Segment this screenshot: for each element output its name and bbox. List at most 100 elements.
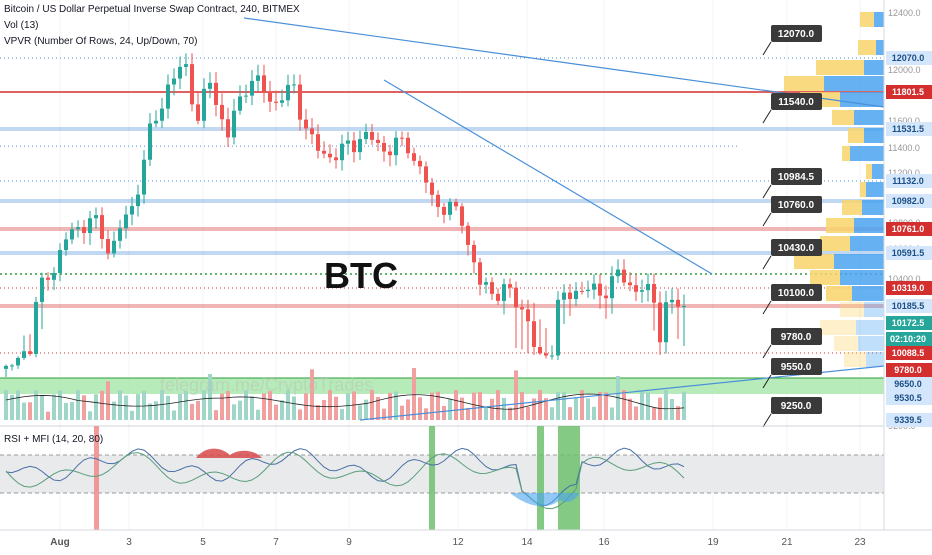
price-tick-label[interactable]: 11400.0 <box>888 143 920 153</box>
candle-body <box>436 194 440 207</box>
candle-body <box>76 227 80 230</box>
price-label[interactable]: 12070.0 <box>892 53 925 63</box>
callout-box[interactable] <box>771 93 822 110</box>
callout-box[interactable] <box>771 397 822 414</box>
descending-trendline[interactable] <box>243 17 885 108</box>
time-tick-label[interactable]: 12 <box>452 537 464 548</box>
time-tick-label[interactable]: 14 <box>521 537 533 548</box>
callout-pointer <box>762 109 772 124</box>
price-label[interactable]: 10591.5 <box>892 248 925 258</box>
callout-box[interactable] <box>771 358 822 375</box>
price-label[interactable]: 10185.5 <box>892 301 925 311</box>
price-tick-label[interactable]: 10400.0 <box>888 274 921 284</box>
price-label-bg <box>886 316 932 330</box>
time-tick-label[interactable]: 19 <box>707 537 719 548</box>
time-tick-label[interactable]: 7 <box>273 537 279 548</box>
candle-body <box>94 215 98 219</box>
price-label[interactable]: 10088.5 <box>892 348 925 358</box>
price-label[interactable]: 11801.5 <box>892 87 924 97</box>
candle-body <box>346 140 350 144</box>
price-label[interactable]: 9339.5 <box>894 415 922 425</box>
volume-bar <box>652 407 656 420</box>
price-tick-label[interactable]: 12400.0 <box>888 8 921 18</box>
callout-label[interactable]: 9780.0 <box>781 332 812 343</box>
time-axis[interactable]: Aug 3 5 7 9 12 14 16 19 21 23 <box>0 529 932 548</box>
volume-bar <box>112 401 116 420</box>
callout-box[interactable] <box>771 168 822 185</box>
price-label[interactable]: 9650.0 <box>894 379 922 389</box>
time-tick-label[interactable]: 5 <box>200 537 206 548</box>
candle-body <box>400 137 404 139</box>
price-label[interactable]: 10982.0 <box>892 196 925 206</box>
callout-box[interactable] <box>771 328 822 345</box>
rsi-mfi-legend[interactable]: RSI + MFI (14, 20, 80) <box>4 434 104 445</box>
callout-label[interactable]: 9550.0 <box>781 362 812 373</box>
price-label[interactable]: 11132.0 <box>892 176 924 186</box>
price-label[interactable]: 11531.5 <box>892 124 924 134</box>
price-tick-label[interactable]: 11600.0 <box>888 116 920 126</box>
callout-label[interactable]: 9250.0 <box>781 401 812 412</box>
volume-bar <box>586 398 590 420</box>
candle-body <box>658 302 662 343</box>
candle-body <box>466 225 470 245</box>
candle-body <box>340 143 344 161</box>
callout-label[interactable]: 10430.0 <box>778 243 815 254</box>
callout-label[interactable]: 11540.0 <box>778 97 814 108</box>
volume-bar <box>34 390 38 420</box>
candle-body <box>538 346 542 354</box>
time-tick-label[interactable]: Aug <box>50 537 69 548</box>
time-tick-label[interactable]: 21 <box>781 537 793 548</box>
level-band <box>0 304 884 308</box>
price-tick-label[interactable]: 12000.0 <box>888 65 921 75</box>
callout-box[interactable] <box>771 25 822 42</box>
vpvr-up-bar <box>872 164 884 179</box>
candle-body <box>196 104 200 121</box>
time-tick-label[interactable]: 3 <box>126 537 132 548</box>
time-tick-label[interactable]: 9 <box>346 537 352 548</box>
price-label[interactable]: 9530.5 <box>894 393 922 403</box>
volume-legend[interactable]: Vol (13) <box>4 20 39 31</box>
time-tick-label[interactable]: 16 <box>598 537 610 548</box>
volume-bar <box>490 398 494 420</box>
price-label-bg <box>886 194 932 208</box>
volume-bar <box>166 395 170 420</box>
candle-body <box>58 250 62 273</box>
symbol-legend[interactable]: Bitcoin / US Dollar Perpetual Inverse Sw… <box>4 4 300 15</box>
descending-trendline-2[interactable] <box>383 79 713 275</box>
volume-ma <box>5 393 685 410</box>
price-label[interactable]: 10172.5 <box>892 318 925 328</box>
time-tick-label[interactable]: 23 <box>854 537 866 548</box>
price-label[interactable]: 10319.0 <box>892 283 925 293</box>
price-label[interactable]: 02:10:20 <box>890 334 926 344</box>
price-label[interactable]: 9780.0 <box>894 365 922 375</box>
callout-label[interactable]: 10100.0 <box>778 288 815 299</box>
price-label-bg <box>886 246 932 260</box>
price-tick-label[interactable]: 11200.0 <box>888 168 920 178</box>
price-axis[interactable]: 12400.012000.011600.011400.011200.011000… <box>883 0 932 530</box>
callout-box[interactable] <box>771 284 822 301</box>
vpvr-up-bar <box>866 352 884 367</box>
vpvr-down-bar <box>860 12 874 27</box>
candle-body <box>70 229 74 240</box>
callout-label[interactable]: 10984.5 <box>778 172 815 183</box>
callout-label[interactable]: 10760.0 <box>778 200 815 211</box>
callout-label[interactable]: 12070.0 <box>778 29 815 40</box>
vpvr-up-bar <box>856 320 884 335</box>
price-label[interactable]: 10761.0 <box>892 224 925 234</box>
callout-box[interactable] <box>771 196 822 213</box>
candle-body <box>184 64 188 67</box>
volume-bar <box>52 394 56 420</box>
vpvr-up-bar <box>840 92 884 107</box>
candle-body <box>448 201 452 215</box>
volume-bar <box>298 409 302 420</box>
callout-pointer <box>762 212 772 227</box>
callout-box[interactable] <box>771 239 822 256</box>
volume-bar <box>520 392 524 420</box>
volume-bar <box>250 396 254 420</box>
price-callouts[interactable]: 12070.0 11540.0 10984.5 10760.0 10430.0 10100… <box>762 25 822 428</box>
volume-bar <box>22 402 26 420</box>
vpvr-legend[interactable]: VPVR (Number Of Rows, 24, Up/Down, 70) <box>4 36 198 47</box>
candle-body <box>364 131 368 140</box>
